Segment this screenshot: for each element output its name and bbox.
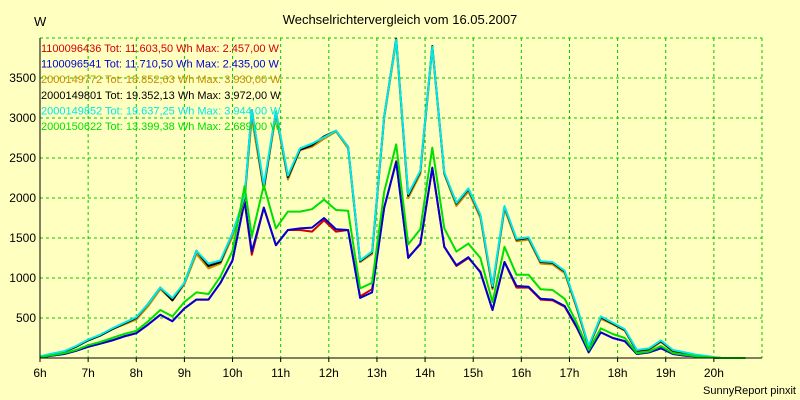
y-tick-label: 1500 [9,231,36,245]
grid [39,37,763,362]
legend-entry: 2000150622 Tot: 13.399,38 Wh Max: 2.689,… [41,121,281,133]
x-tick-label: 16h [511,366,531,380]
y-tick-label: 3000 [9,111,36,125]
series-line-2000149852 [39,38,746,359]
y-axis-label: W [34,14,47,29]
legend-entry: 2000149772 Tot: 18.852,63 Wh Max: 3.930,… [41,74,281,86]
x-tick-label: 11h [271,366,290,380]
y-tick-label: 2000 [9,191,36,205]
footer-label: SunnyReport pinxit [703,385,796,397]
legend-entry: 2000149801 Tot: 19.352,13 Wh Max: 3.972,… [41,90,281,102]
legend-entry: 1100096436 Tot: 11.603,50 Wh Max: 2.457,… [41,43,280,55]
series-line-2000150622 [39,143,746,359]
y-tick-label: 2500 [9,151,36,165]
legend-entry: 1100096541 Tot: 11.710,50 Wh Max: 2.435,… [41,59,280,71]
x-tick-label: 14h [415,366,435,380]
x-tick-label: 10h [223,366,243,380]
y-tick-labels: 500 1000 1500 2000 2500 3000 3500 [9,71,36,325]
x-tick-label: 18h [608,366,628,380]
x-tick-labels: 6h 7h 8h 9h 10h 11h 12h 13h 14h 15h 16h 17h 18h 19h 20… [33,366,724,380]
x-tick-label: 20h [704,366,724,380]
legend-entry: 2000149852 Tot: 19.637,25 Wh Max: 3.944,… [41,105,281,117]
y-tick-label: 3500 [9,71,36,85]
x-tick-label: 15h [463,366,483,380]
x-tick-label: 6h [33,366,46,380]
y-tick-label: 1000 [9,271,36,285]
x-tick-label: 12h [319,366,339,380]
series-group [39,37,746,359]
series-line-1100096541 [39,161,746,359]
x-tick-label: 17h [559,366,579,380]
x-tick-label: 13h [367,366,387,380]
x-tick-label: 19h [656,366,676,380]
x-tick-label: 7h [81,366,94,380]
y-tick-label: 500 [16,311,36,325]
x-tick-label: 8h [130,366,143,380]
chart-title: Wechselrichtervergleich vom 16.05.2007 [283,12,518,27]
x-tick-label: 9h [178,366,191,380]
legend: 1100096436 Tot: 11.603,50 Wh Max: 2.457,… [41,43,281,133]
